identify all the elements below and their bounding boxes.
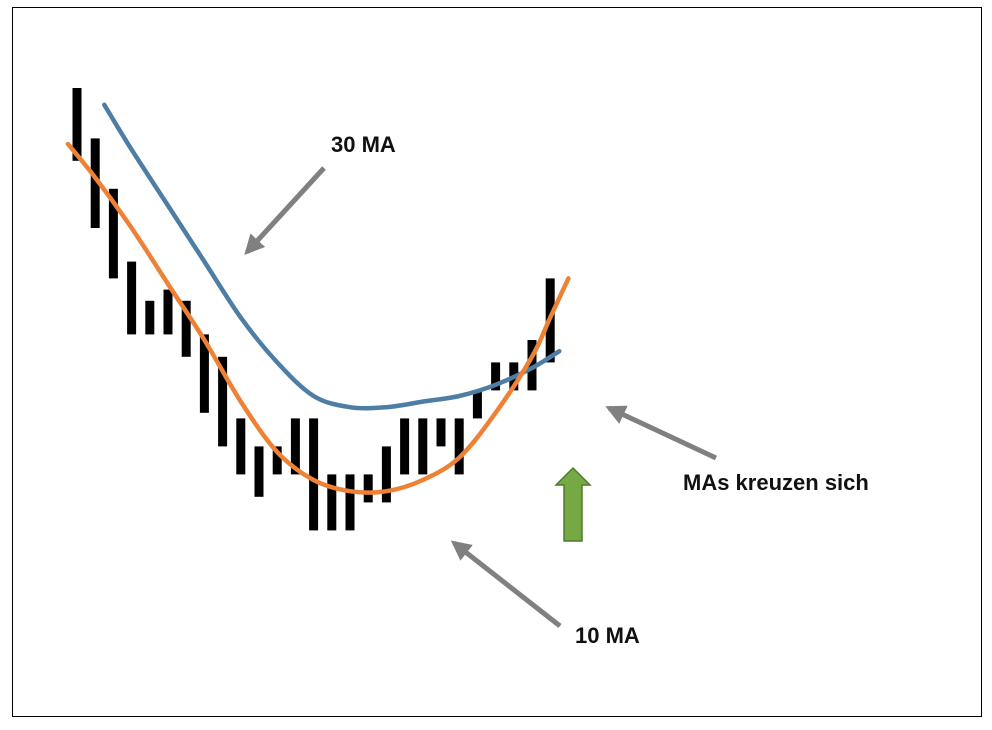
price-bar (163, 289, 173, 335)
pointer-arrow-30ma (244, 166, 326, 255)
price-bar (327, 474, 337, 531)
price-bar (400, 418, 410, 475)
price-bar (90, 138, 100, 228)
pointer-arrows (244, 166, 718, 628)
price-bar (218, 356, 228, 447)
label-10ma: 10 MA (575, 623, 640, 648)
price-bar (145, 300, 155, 335)
pointer-arrow-crossing (605, 405, 718, 461)
moving-average-30-line (102, 102, 562, 411)
price-bar (418, 418, 428, 475)
price-bar (491, 362, 501, 391)
price-bar (472, 390, 482, 419)
price-bar (72, 88, 82, 161)
label-ma-crossing: MAs kreuzen sich (683, 470, 869, 495)
price-bar (345, 474, 355, 531)
price-bars (72, 88, 555, 531)
buy-signal-up-arrow (554, 466, 592, 542)
price-bar (436, 418, 446, 447)
price-bar (236, 418, 246, 475)
moving-average-10-line (65, 141, 571, 495)
price-bar (527, 340, 537, 391)
price-bar (290, 418, 300, 475)
price-bar (127, 261, 137, 335)
price-bar (454, 418, 464, 475)
pointer-arrow-10ma (450, 540, 562, 628)
price-bar (272, 446, 282, 475)
price-bar (363, 474, 373, 503)
price-bar (309, 418, 319, 531)
chart-frame (12, 7, 982, 717)
price-bar (381, 446, 391, 503)
price-bar (254, 446, 264, 497)
label-30ma: 30 MA (331, 132, 396, 157)
moving-average-lines (65, 102, 571, 495)
price-bar (181, 300, 191, 357)
price-bar (199, 334, 209, 413)
price-bar (108, 188, 118, 279)
